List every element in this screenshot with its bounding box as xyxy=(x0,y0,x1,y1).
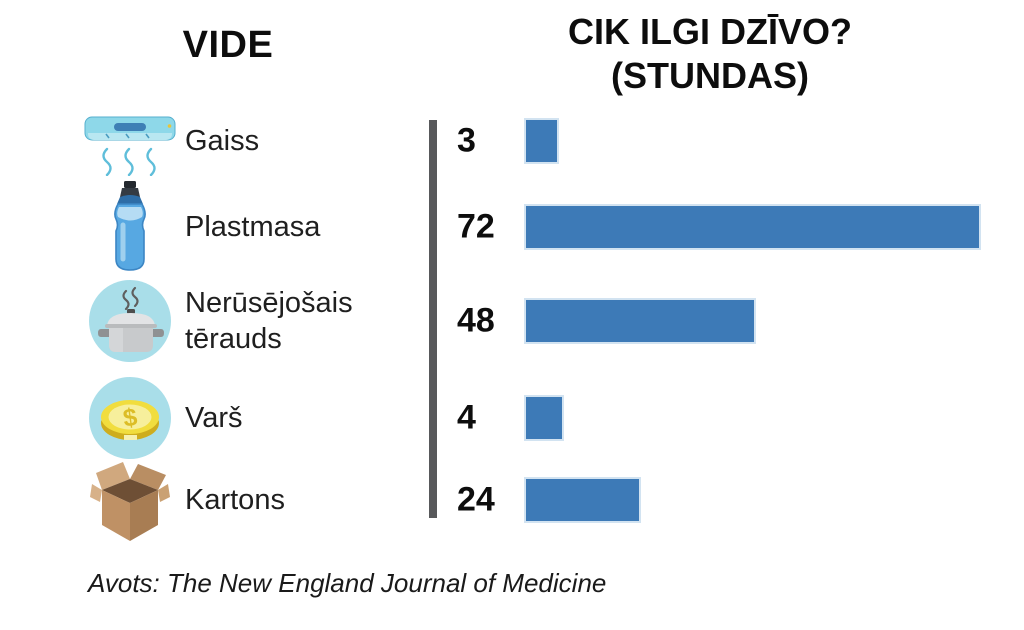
column-title-duration: CIK ILGI DZĪVO? (STUNDAS) xyxy=(510,10,910,98)
duration-title-line1: CIK ILGI DZĪVO? xyxy=(568,11,852,52)
category-label: Nerūsējošais tērauds xyxy=(185,287,353,355)
bar-terauds xyxy=(526,300,754,342)
bar-gaiss xyxy=(526,120,557,162)
column-title-environment: VIDE xyxy=(182,24,274,66)
bar-kartons xyxy=(526,479,639,521)
value-label: 72 xyxy=(457,207,495,246)
svg-text:$: $ xyxy=(121,403,139,433)
category-label: Gaiss xyxy=(185,125,260,157)
duration-title-line2: (STUNDAS) xyxy=(611,55,809,96)
cardboard-box-icon xyxy=(82,452,178,548)
bar-vars xyxy=(526,397,562,439)
chart-row-gaiss: Gaiss 3 xyxy=(0,93,1024,189)
category-label: Varš xyxy=(185,402,243,434)
category-label: Kartons xyxy=(185,484,285,516)
category-label: Plastmasa xyxy=(185,211,321,243)
copper-coin-icon: $ xyxy=(82,370,178,466)
chart-row-terauds: Nerūsējošais tērauds 48 xyxy=(0,273,1024,369)
value-label: 24 xyxy=(457,480,495,519)
source-note: Avots: The New England Journal of Medici… xyxy=(88,568,607,598)
plastic-bottle-icon xyxy=(82,179,178,275)
cooking-pot-icon xyxy=(82,273,178,369)
value-label: 48 xyxy=(457,301,495,340)
bar-plastmasa xyxy=(526,206,979,248)
chart-row-plastmasa: Plastmasa 72 xyxy=(0,179,1024,275)
air-conditioner-icon xyxy=(82,93,178,189)
value-label: 3 xyxy=(457,121,476,160)
chart-row-vars: $ Varš 4 xyxy=(0,370,1024,466)
value-label: 4 xyxy=(457,398,476,437)
vertical-divider xyxy=(429,120,437,518)
chart-row-kartons: Kartons 24 xyxy=(0,452,1024,548)
